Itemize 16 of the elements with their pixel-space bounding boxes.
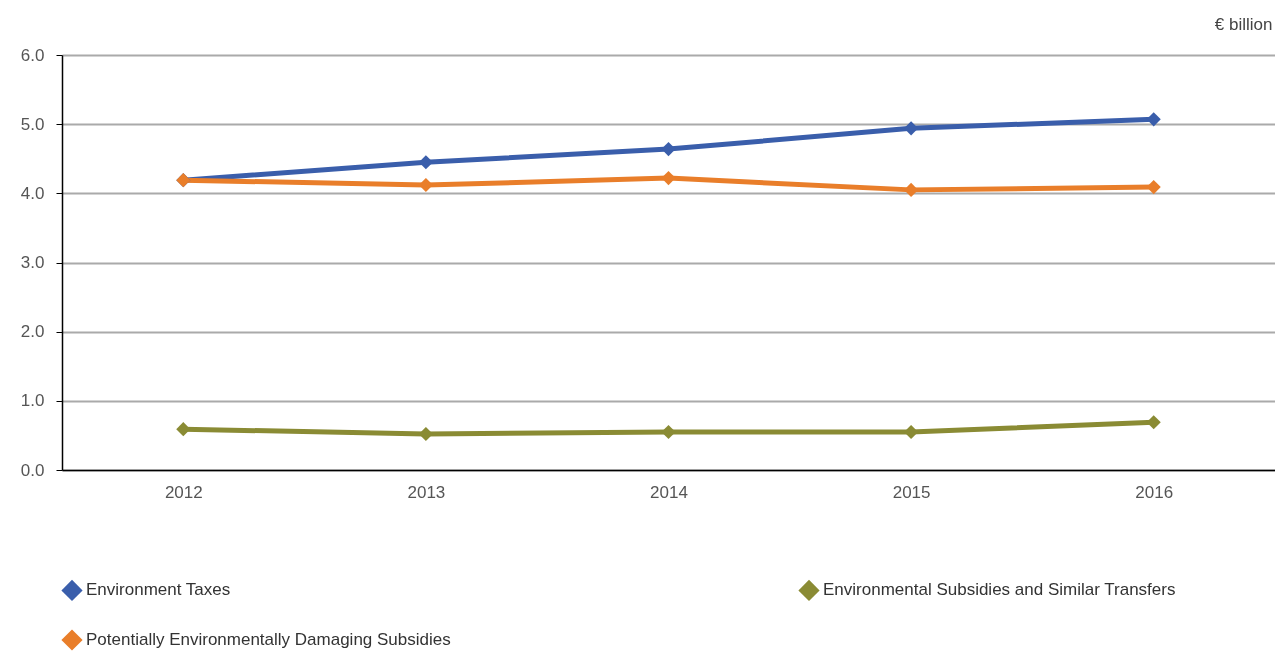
y-tick-label: 5.0 [20, 114, 45, 134]
y-tick-label: 0.0 [20, 460, 45, 480]
y-tick-label: 1.0 [20, 391, 45, 411]
x-tick-label: 2016 [1135, 482, 1174, 502]
x-tick-label: 2015 [892, 482, 931, 502]
x-tick-label: 2013 [407, 482, 446, 502]
y-axis-title: € billion [1214, 14, 1273, 34]
y-tick-label: 3.0 [20, 253, 45, 272]
x-tick-label: 2014 [650, 482, 688, 502]
legend-label: Potentially Environmentally Damaging Subsidies [86, 630, 451, 649]
y-tick-label: 6.0 [20, 45, 45, 65]
y-tick-label: 4.0 [20, 183, 45, 203]
legend-label: Environmental Subsidies and Similar Transfers [823, 580, 1176, 600]
x-tick-label: 2012 [164, 482, 203, 502]
y-tick-label: 2.0 [20, 322, 45, 342]
legend-label: Environment Taxes [86, 580, 231, 600]
